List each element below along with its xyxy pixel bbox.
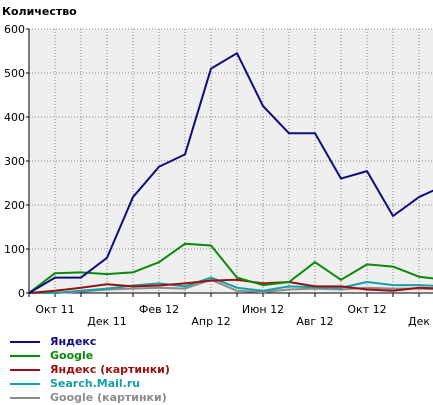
legend-swatch <box>10 382 40 385</box>
legend-swatch <box>10 354 40 357</box>
x-tick-label: Окт 11 <box>35 303 74 316</box>
legend-item: Яндекс (картинки) <box>10 363 170 376</box>
x-tick-label: Дек <box>408 315 430 328</box>
legend-label: Яндекс <box>50 335 97 348</box>
x-tick-label: Дек 11 <box>87 315 127 328</box>
legend-label: Search.Mail.ru <box>50 377 141 390</box>
y-tick-label: 400 <box>4 111 25 124</box>
y-tick-label: 500 <box>4 67 25 80</box>
y-tick-label: 0 <box>18 287 25 300</box>
x-tick-label: Авг 12 <box>296 315 333 328</box>
legend-swatch <box>10 396 40 399</box>
legend-label: Google (картинки) <box>50 391 167 404</box>
series-line <box>29 242 433 294</box>
series-line <box>29 52 433 294</box>
y-tick-label: 300 <box>4 155 25 168</box>
legend-item: Google <box>10 349 170 362</box>
legend: Яндекс Google Яндекс (картинки) Search.Mail… <box>10 335 170 405</box>
legend-swatch <box>10 340 40 343</box>
x-tick-label: Окт 12 <box>347 303 386 316</box>
series-line <box>29 276 433 294</box>
y-tick-label: 600 <box>4 23 25 36</box>
y-tick-label: 100 <box>4 243 25 256</box>
y-axis-title: Количество <box>2 5 77 18</box>
legend-item: Google (картинки) <box>10 391 170 404</box>
y-tick-label: 200 <box>4 199 25 212</box>
x-tick-label: Июн 12 <box>242 303 284 316</box>
series-line <box>29 278 433 294</box>
legend-item: Search.Mail.ru <box>10 377 170 390</box>
legend-label: Google <box>50 349 94 362</box>
x-tick-label: Фев 12 <box>139 303 179 316</box>
legend-item: Яндекс <box>10 335 170 348</box>
x-tick-label: Апр 12 <box>191 315 230 328</box>
legend-swatch <box>10 368 40 371</box>
legend-label: Яндекс (картинки) <box>50 363 170 376</box>
